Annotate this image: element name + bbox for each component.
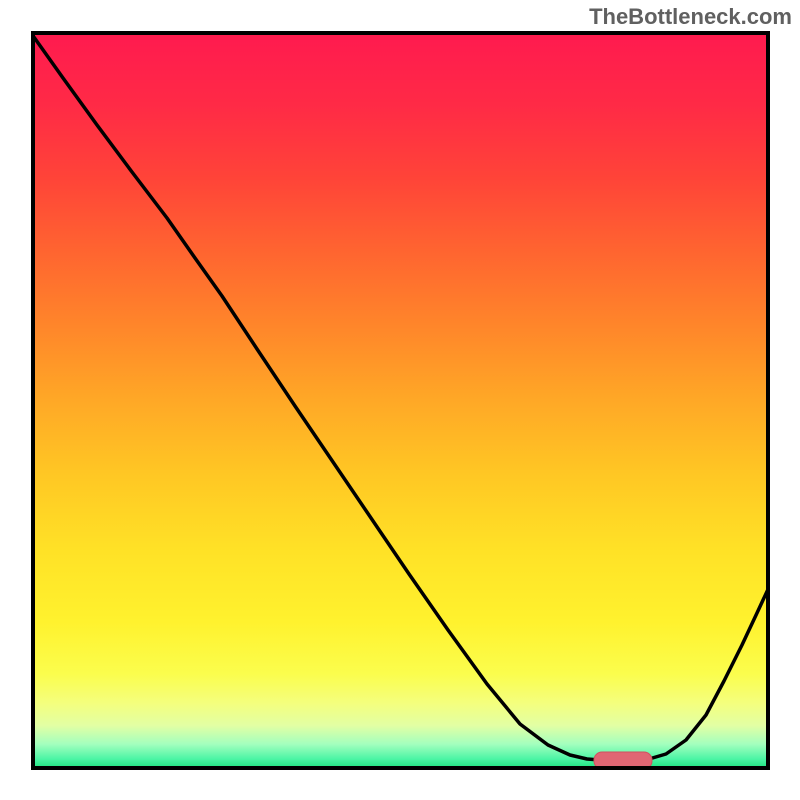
curve-overlay: [31, 31, 770, 770]
plot-area: [31, 31, 770, 770]
watermark-text: TheBottleneck.com: [589, 4, 792, 30]
optimal-marker: [594, 752, 652, 769]
bottleneck-curve: [31, 33, 770, 760]
chart-container: TheBottleneck.com: [0, 0, 800, 800]
